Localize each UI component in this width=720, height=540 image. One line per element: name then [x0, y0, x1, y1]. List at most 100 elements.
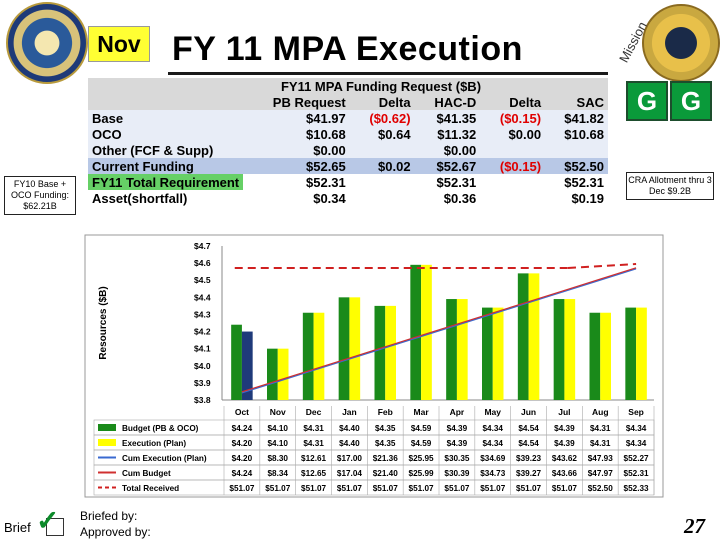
table-row: Asset(shortfall) $0.34 $0.36 $0.19 [88, 190, 608, 206]
y-tick-label: $4.3 [194, 309, 211, 319]
y-tick-label: $4.6 [194, 258, 211, 268]
budget-bar [553, 299, 565, 400]
data-label: $51.07 [516, 484, 541, 493]
budget-bar [410, 264, 422, 400]
data-label: $51.07 [229, 484, 254, 493]
chart-frame [84, 234, 664, 498]
table-cell: $52.31 [243, 174, 350, 190]
data-label: $4.39 [447, 439, 468, 448]
data-label: $4.20 [232, 439, 253, 448]
table-cell: $0.19 [545, 190, 608, 206]
data-label: $52.27 [624, 454, 649, 463]
x-tick-label: Dec [306, 407, 322, 417]
checkmark-icon: ✓ [36, 505, 60, 536]
row-label: Base [88, 110, 244, 126]
data-label: $34.69 [480, 454, 505, 463]
data-label: $4.10 [268, 439, 289, 448]
data-label: $39.23 [516, 454, 541, 463]
row-label: Current Funding [88, 158, 244, 174]
cum-budget-line [241, 267, 637, 393]
table-cell: $52.31 [414, 174, 481, 190]
table-cell [545, 142, 608, 158]
execution-bar [385, 305, 396, 400]
title-underline [168, 72, 608, 75]
data-label: $51.07 [480, 484, 505, 493]
execution-bar [277, 348, 289, 400]
data-label: $4.39 [554, 439, 575, 448]
budget-bar [625, 307, 637, 400]
col-header: HAC-D [414, 94, 481, 110]
cum-execution-line [241, 268, 637, 394]
table-cell: $41.82 [545, 110, 608, 126]
budget-bar [589, 312, 601, 400]
table-cell: $52.67 [414, 158, 481, 174]
data-label: $21.40 [373, 469, 398, 478]
data-label: $4.10 [268, 424, 289, 433]
y-tick-label: $3.9 [194, 378, 211, 388]
table-row: Current Funding $52.65 $0.02 $52.67 ($0.… [88, 158, 608, 174]
data-label: $51.07 [409, 484, 434, 493]
data-label: $4.31 [590, 439, 611, 448]
table-header-row: PB Request Delta HAC-D Delta SAC [88, 94, 608, 110]
x-tick-label: Jun [521, 407, 536, 417]
data-label: $51.07 [552, 484, 577, 493]
data-label: $4.40 [339, 439, 360, 448]
row-label: Asset(shortfall) [88, 190, 244, 206]
briefed-by: Briefed by: [80, 509, 138, 523]
table-cell [480, 174, 546, 190]
page-title: FY 11 MPA Execution [172, 30, 523, 68]
army-seal-logo [6, 2, 88, 84]
data-label: $4.39 [447, 424, 468, 433]
data-label: $4.31 [590, 424, 611, 433]
budget-bar [302, 312, 314, 400]
data-label: $4.59 [411, 424, 432, 433]
row-label: Other (FCF & Supp) [88, 142, 244, 158]
table-cell: ($0.15) [480, 110, 546, 126]
table-cell: $0.36 [414, 190, 481, 206]
table-cell: $41.97 [243, 110, 350, 126]
data-label: $17.00 [337, 454, 362, 463]
budget-bar [517, 273, 529, 400]
data-label: $51.07 [373, 484, 398, 493]
execution-bar [421, 264, 432, 400]
y-tick-label: $4.2 [194, 327, 211, 337]
x-tick-label: Sep [628, 407, 644, 417]
col-header: SAC [545, 94, 608, 110]
data-label: $51.07 [301, 484, 326, 493]
data-label: $4.31 [303, 424, 324, 433]
x-tick-label: May [484, 407, 501, 417]
y-tick-label: $4.4 [194, 292, 211, 302]
y-axis-label: Resources ($B) [98, 286, 109, 359]
table-cell [480, 190, 546, 206]
approved-by: Approved by: [80, 525, 151, 539]
y-tick-label: $3.8 [194, 395, 211, 405]
data-label: $52.31 [624, 469, 649, 478]
execution-bar [313, 312, 325, 400]
data-label: $51.07 [265, 484, 290, 493]
legend-swatch [98, 439, 116, 446]
data-label: $4.54 [518, 424, 539, 433]
data-label: $4.20 [232, 454, 253, 463]
col-header: Delta [349, 94, 415, 110]
legend-label: Budget (PB & OCO) [122, 424, 199, 433]
data-label: $4.24 [232, 469, 253, 478]
total-received-line [567, 263, 637, 269]
budget-bar [231, 324, 242, 400]
data-label: $47.93 [588, 454, 613, 463]
data-label: $4.40 [339, 424, 360, 433]
budget-bar [338, 297, 350, 400]
data-label: $4.34 [626, 424, 647, 433]
chief-seal-logo [642, 4, 720, 82]
execution-bar [564, 299, 576, 400]
table-cell: $0.00 [480, 126, 546, 142]
brief-label: Brief [4, 520, 31, 535]
data-label: $17.04 [337, 469, 362, 478]
x-tick-label: Feb [378, 407, 393, 417]
cra-allotment-note: CRA Allotment thru 3 Dec $9.2B [626, 172, 714, 200]
data-label: $43.62 [552, 454, 577, 463]
data-label: $4.31 [303, 439, 324, 448]
status-badge-left: G [626, 81, 668, 121]
data-label: $51.07 [337, 484, 362, 493]
fy10-funding-note: FY10 Base + OCO Funding: $62.21B [4, 176, 76, 215]
x-tick-label: Mar [414, 407, 430, 417]
